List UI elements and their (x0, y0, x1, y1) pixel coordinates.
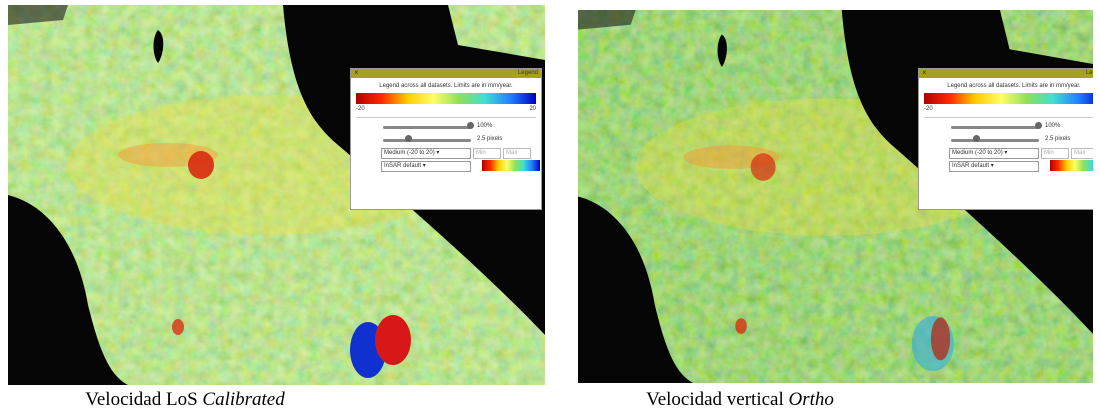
min-label: -20 (924, 106, 933, 112)
min-input[interactable]: Min (473, 148, 501, 159)
min-input[interactable]: Min (1041, 148, 1069, 159)
slider-knob (467, 122, 474, 129)
size-value: 2.5 pixels (477, 136, 502, 142)
caption-emphasis: Ortho (789, 389, 834, 410)
legend-panel: × Legend Legend across all datasets. Limit… (918, 68, 1093, 210)
size-slider[interactable] (951, 139, 1039, 142)
slider-knob (973, 135, 980, 142)
palette-preview (482, 160, 540, 171)
palette-select[interactable]: InSAR default ▾ (381, 161, 471, 172)
size-row: 2.5 pixels (359, 134, 541, 147)
palette-preview (1050, 160, 1093, 171)
max-label: 20 (529, 106, 536, 112)
legend-header: × Legend (919, 69, 1093, 78)
caption-text: Velocidad LoS (85, 389, 197, 410)
caption-text: Velocidad vertical (646, 389, 784, 410)
legend-note: Legend across all datasets. Limits are i… (919, 83, 1093, 89)
legend-title: Legend (518, 70, 538, 76)
range-select[interactable]: Medium (-20 to 20) ▾ (381, 148, 471, 159)
opacity-row: 100% (927, 121, 1093, 134)
map-screenshot: × Legend Legend across all datasets. Limit… (8, 5, 545, 385)
close-button[interactable]: × (354, 68, 359, 77)
min-label: -20 (356, 106, 365, 112)
legend-panel: × Legend Legend across all datasets. Limit… (350, 68, 542, 210)
slider-knob (1035, 122, 1042, 129)
size-row: 2.5 pixels (927, 134, 1093, 147)
caption-emphasis: Calibrated (202, 389, 284, 410)
color-bar (356, 93, 536, 104)
opacity-value: 100% (1045, 123, 1060, 129)
legend-header: × Legend (351, 69, 541, 78)
figure: × Legend Legend across all datasets. Limit… (0, 0, 1100, 417)
separator (356, 117, 536, 118)
opacity-slider[interactable] (951, 126, 1039, 129)
max-input[interactable]: Max (1071, 148, 1093, 159)
caption: Velocidad LoS Calibrated (35, 389, 335, 411)
separator (924, 117, 1093, 118)
opacity-value: 100% (477, 123, 492, 129)
color-bar-ends: -20 20 (356, 106, 536, 114)
opacity-row: 100% (359, 121, 541, 134)
legend-title: Legend (1086, 70, 1093, 76)
legend-note: Legend across all datasets. Limits are i… (351, 83, 541, 89)
max-input[interactable]: Max (503, 148, 531, 159)
palette-select[interactable]: InSAR default ▾ (949, 161, 1039, 172)
map-screenshot: × Legend Legend across all datasets. Limit… (578, 10, 1093, 383)
size-slider[interactable] (383, 139, 471, 142)
close-button[interactable]: × (922, 68, 927, 77)
caption: Velocidad vertical Ortho (590, 389, 890, 411)
opacity-slider[interactable] (383, 126, 471, 129)
size-value: 2.5 pixels (1045, 136, 1070, 142)
slider-knob (405, 135, 412, 142)
range-select[interactable]: Medium (-20 to 20) ▾ (949, 148, 1039, 159)
color-bar (924, 93, 1093, 104)
palette-row: InSAR default ▾ (927, 160, 1093, 173)
palette-row: InSAR default ▾ (359, 160, 541, 173)
